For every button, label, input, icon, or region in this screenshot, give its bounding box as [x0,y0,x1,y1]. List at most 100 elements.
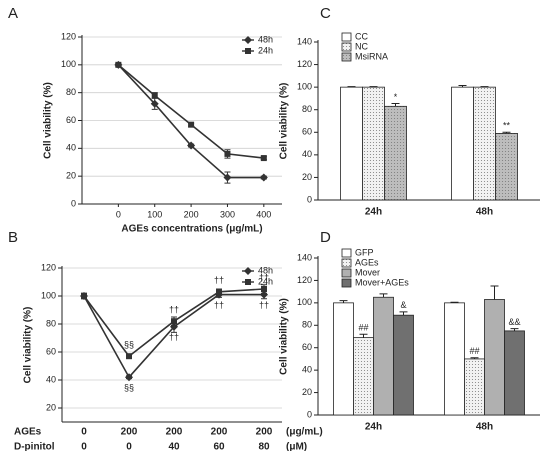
x-row-name: AGEs [14,427,42,438]
point [259,173,268,182]
error-bar [470,357,479,359]
x-tick-label: 24h [365,207,382,218]
error-bar [458,84,467,88]
annotation: * [394,92,398,102]
y-axis-label: Cell viability (%) [279,83,290,160]
annotation: †† [169,332,179,342]
point [216,288,222,295]
annotation: †† [214,300,224,310]
x-tick-label: 200 [184,209,199,219]
y-tick-label: 40 [302,365,312,375]
x-tick-label: 0 [126,442,132,451]
y-tick-label: 60 [302,342,312,352]
series: ***MsiRNA [341,51,518,201]
x-tick-label: 200 [211,427,228,438]
x-tick-label: 40 [168,442,180,451]
y-tick-label: 80 [302,320,312,330]
x-tick-label: 0 [81,442,87,451]
bar [384,105,407,201]
series: NC [341,41,496,201]
series: GFP [333,247,465,416]
x-tick-label: 200 [256,427,273,438]
y-tick-label: 100 [297,82,312,92]
y-tick-label: 0 [71,198,76,208]
y-tick-label: 100 [297,297,312,307]
y-tick-label: 120 [297,59,312,69]
legend-swatch [341,278,352,288]
legend-swatch [341,268,352,278]
bar [393,314,414,416]
series: Mover [341,267,505,416]
point [260,290,268,299]
bar [444,302,465,416]
legend-label: Mover+AGEs [355,277,409,287]
point [260,155,267,162]
y-tick-label: 60 [302,127,312,137]
bar [484,299,505,416]
x-tick-label: 100 [147,209,162,219]
y-tick-label: 0 [307,409,312,419]
legend-swatch [341,52,352,62]
legend-label: CC [355,31,368,41]
point [187,141,196,150]
annotation: ** [503,121,511,131]
line [117,64,264,179]
legend-label: NC [355,41,368,51]
bar [473,86,496,201]
x-row-unit: (μg/mL) [286,427,323,438]
x-tick-label: 60 [213,442,225,451]
point [150,99,159,108]
point [126,353,132,360]
y-tick-label: 60 [66,115,76,125]
y-tick-label: 120 [41,262,56,272]
legend-swatch [341,258,352,268]
y-axis-label: Cell viability (%) [279,298,290,375]
y-tick-label: 0 [307,194,312,204]
legend-swatch [341,42,352,52]
legend-swatch [341,32,352,42]
error-bar [369,86,378,88]
y-tick-label: 20 [46,402,56,412]
point [115,61,122,68]
x-tick-label: 300 [220,209,235,219]
annotation: ## [469,346,479,356]
x-tick-label: 200 [121,427,138,438]
panel-label: C [320,5,331,22]
error-bar [502,131,511,134]
error-bar [339,300,348,303]
legend-label: 48h [258,34,273,44]
bar [373,296,394,416]
legend-label: AGEs [355,257,379,267]
series: ## ## AGEs [341,257,485,416]
annotation: §§ [124,340,134,350]
panel-label: B [8,229,18,246]
point [261,286,267,292]
y-tick-label: 100 [41,290,56,300]
point [171,318,177,325]
error-bar [359,333,368,338]
error-bar [480,86,489,88]
y-tick-label: 20 [66,171,76,181]
point [188,121,195,128]
bar [495,133,518,201]
x-tick-label: 400 [256,209,271,219]
point [151,92,158,99]
point [170,322,178,331]
series: 48h [114,34,273,184]
series: CC [340,31,474,201]
bar [464,358,485,416]
point [125,373,133,382]
series: 24h [115,45,273,162]
x-tick-label: 48h [476,207,493,218]
annotation: †† [259,272,269,282]
y-tick-label: 140 [297,252,312,262]
bar [504,330,525,416]
bar [333,302,354,416]
point [224,150,231,157]
x-tick-label: 80 [258,442,270,451]
error-bar [347,86,356,88]
y-tick-label: 20 [302,172,312,182]
legend-label: MsiRNA [355,51,388,61]
x-tick-label: 24h [365,422,382,433]
